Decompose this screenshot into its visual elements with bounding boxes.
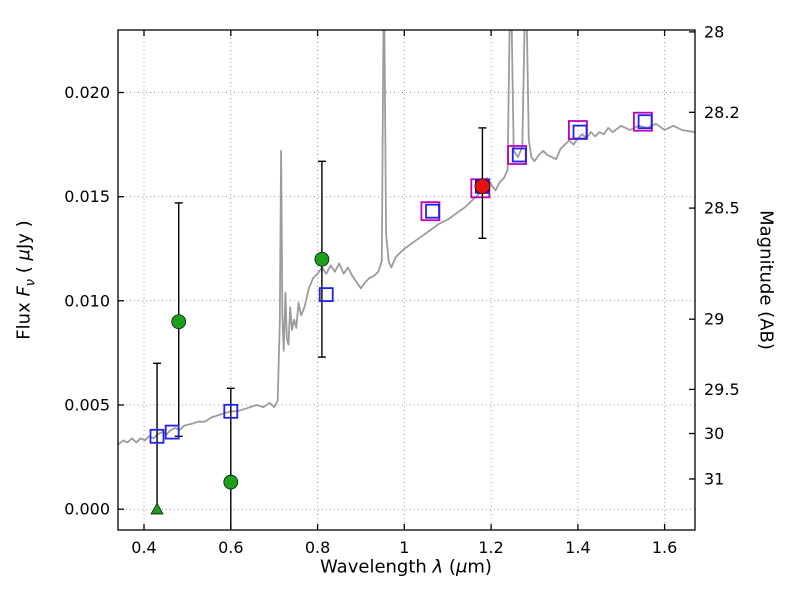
y-tick-label: 0.020	[64, 83, 110, 102]
lambda-symbol: λ	[432, 556, 444, 578]
model-photometry-point	[223, 403, 239, 419]
x-tick-label: 0.8	[305, 538, 330, 557]
model-photometry-point	[511, 147, 527, 163]
model-photometry-point	[164, 424, 180, 440]
flux-symbol: F	[13, 286, 35, 297]
observed-photometry-point	[314, 251, 330, 267]
nu-symbol: ν	[23, 278, 39, 287]
mu-symbol: μ	[455, 556, 468, 578]
observed-photometry-point	[223, 474, 239, 490]
y-tick-label: 0.005	[64, 396, 110, 415]
upper-limit	[150, 362, 164, 515]
magnitude-tick-label: 28.5	[704, 199, 740, 218]
grid	[118, 30, 695, 530]
model-photometry-point	[637, 114, 653, 130]
data-layers	[118, 30, 695, 530]
magnitude-tick-label: 30	[704, 424, 724, 443]
magnitude-tick-label: 28	[704, 22, 724, 41]
y-tick-label: 0.010	[64, 291, 110, 310]
model-photometry-point	[318, 287, 334, 303]
model-spectrum	[118, 30, 695, 446]
tick-marks	[118, 30, 695, 530]
y-tick-label: 0.000	[64, 500, 110, 519]
model-photometry-point	[425, 203, 440, 219]
magnitude-tick-label: 31	[704, 470, 724, 489]
observed-photometry-point	[171, 314, 187, 330]
observed-photometry	[171, 160, 330, 530]
y-tick-label: 0.015	[64, 187, 110, 206]
error-bar	[153, 362, 162, 510]
model-photometry	[149, 114, 653, 444]
x-tick-label: 1.4	[565, 538, 590, 557]
highlighted-point	[474, 127, 491, 240]
x-tick-label: 1.6	[652, 538, 677, 557]
highlighted-point-point	[474, 178, 491, 195]
tick-labels: 0.4 0.6 0.8 1 1.2 1.4 1.6 0.000 0.005 0.010 0.015 0…	[64, 22, 739, 557]
right-axis-label: Magnitude (AB)	[755, 210, 777, 350]
model-photometry-point	[149, 428, 165, 444]
magnitude-tick-label: 29	[704, 310, 724, 329]
magnitude-tick-label: 29.5	[704, 380, 740, 399]
x-axis-label: Wavelength λ (μm)	[320, 556, 492, 578]
x-tick-label: 1.2	[478, 538, 503, 557]
x-tick-label: 0.4	[131, 538, 156, 557]
mu-symbol: μ	[13, 249, 35, 261]
x-tick-label: 0.6	[218, 538, 243, 557]
magnitude-tick-label: 28.2	[704, 103, 740, 122]
x-tick-label: 1	[399, 538, 409, 557]
plot-frame	[117, 29, 696, 531]
upper-limit-triangle	[150, 502, 164, 515]
model-photometry-point	[572, 124, 588, 140]
y-axis-label: Flux Fν ( μJy )	[13, 220, 39, 340]
spectrum-line	[118, 30, 695, 446]
